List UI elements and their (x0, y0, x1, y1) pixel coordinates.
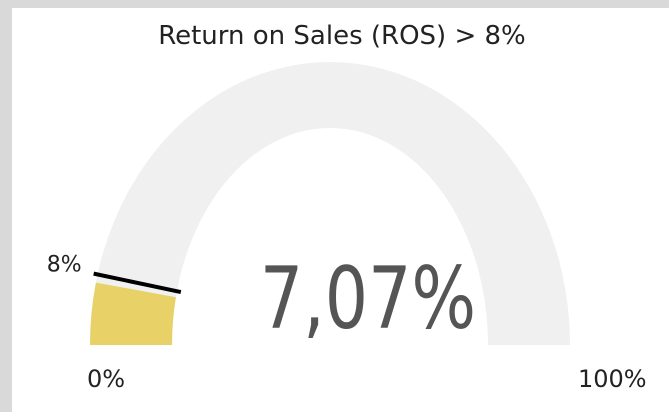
gauge-value (90, 282, 176, 345)
target-label: 8% (47, 253, 82, 278)
target-line (93, 271, 182, 294)
value-label: 7,07% (260, 249, 476, 349)
chart-title: Return on Sales (ROS) > 8% (158, 21, 526, 51)
tick-label: 0% (87, 365, 125, 393)
gauge-track (90, 62, 570, 345)
tick-label: 100% (578, 365, 647, 393)
